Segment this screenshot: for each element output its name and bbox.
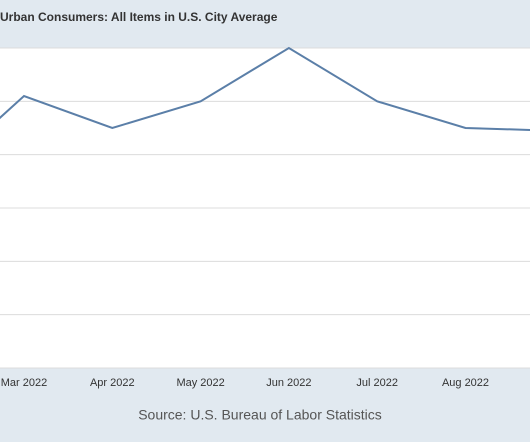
x-tick-label: May 2022 — [176, 377, 224, 389]
data-line — [0, 46, 530, 131]
source: Source: U.S. Bureau of Labor Statistics — [138, 407, 382, 423]
x-tick-label: Aug 2022 — [442, 377, 489, 389]
x-tick-label: Mar 2022 — [1, 377, 47, 389]
x-tick-label: Apr 2022 — [90, 377, 135, 389]
x-tick-label: Jul 2022 — [356, 377, 398, 389]
x-tick-label: Jun 2022 — [266, 377, 311, 389]
chart-title: Urban Consumers: All Items in U.S. City … — [0, 10, 278, 24]
